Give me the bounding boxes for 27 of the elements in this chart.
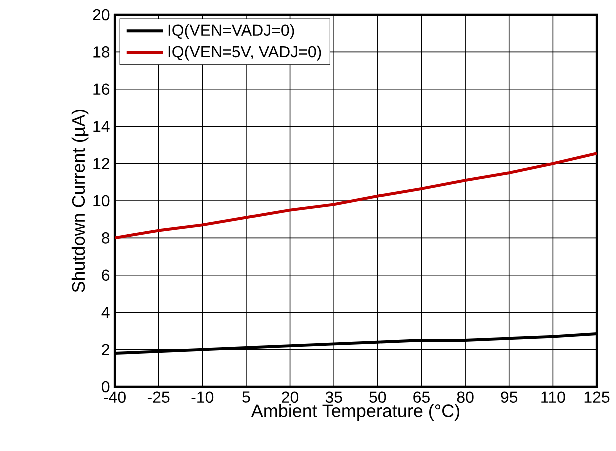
y-tick-label: 8 bbox=[102, 232, 110, 244]
y-tick-label: 14 bbox=[94, 121, 110, 132]
y-axis-title: Shutdown Current (µA) bbox=[72, 110, 89, 292]
y-tick-label: 10 bbox=[94, 195, 110, 207]
x-tick-label: 5 bbox=[242, 392, 250, 403]
x-tick-label: 95 bbox=[501, 392, 518, 404]
y-tick-label: 0 bbox=[102, 381, 110, 393]
y-tick-label: 16 bbox=[94, 84, 110, 96]
y-tick-label: 6 bbox=[102, 270, 110, 282]
x-tick-label: 35 bbox=[326, 392, 342, 404]
x-tick-label: 110 bbox=[542, 392, 566, 404]
x-tick-label: -40 bbox=[104, 392, 126, 404]
y-tick-label: 12 bbox=[94, 158, 110, 170]
x-tick-label: 20 bbox=[282, 392, 299, 404]
x-tick-label: -10 bbox=[192, 392, 214, 404]
y-tick-label: 18 bbox=[94, 46, 110, 58]
y-tick-label: 2 bbox=[102, 344, 110, 356]
x-tick-label: 125 bbox=[584, 392, 610, 404]
y-tick-label: 20 bbox=[93, 9, 110, 21]
x-tick-label: 80 bbox=[457, 392, 474, 404]
y-tick-label: 4 bbox=[102, 307, 110, 318]
x-tick-label: -25 bbox=[148, 392, 170, 404]
x-tick-label: 50 bbox=[370, 392, 386, 404]
legend-label: IQ(VEN=5V, VADJ=0) bbox=[168, 46, 322, 61]
x-tick-label: 65 bbox=[414, 392, 430, 404]
x-axis-title: Ambient Temperature (°C) bbox=[251, 404, 460, 421]
legend-label: IQ(VEN=VADJ=0) bbox=[168, 24, 294, 40]
